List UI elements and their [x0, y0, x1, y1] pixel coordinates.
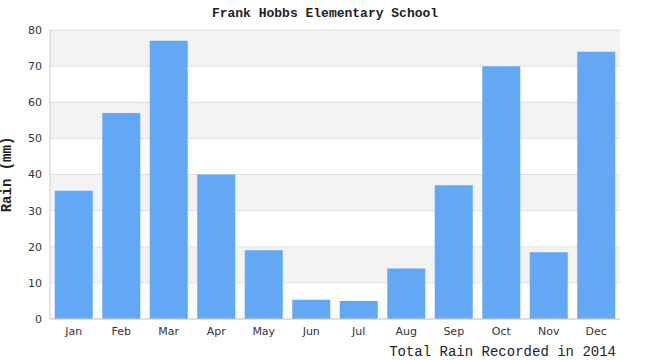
svg-text:Aug: Aug: [396, 325, 417, 338]
svg-text:Total Rain Recorded in 2014: Total Rain Recorded in 2014: [389, 344, 616, 360]
svg-text:Feb: Feb: [112, 325, 131, 338]
svg-text:May: May: [252, 325, 275, 338]
svg-text:Rain (mm): Rain (mm): [8, 137, 15, 213]
svg-text:50: 50: [28, 132, 42, 145]
svg-text:Nov: Nov: [538, 325, 560, 338]
svg-text:60: 60: [28, 96, 42, 109]
svg-text:Dec: Dec: [586, 325, 607, 338]
svg-text:Mar: Mar: [158, 325, 179, 338]
svg-text:0: 0: [35, 313, 42, 326]
svg-text:80: 80: [28, 24, 42, 37]
svg-text:20: 20: [28, 241, 42, 254]
svg-text:Jan: Jan: [64, 325, 82, 338]
svg-text:30: 30: [28, 205, 42, 218]
svg-text:40: 40: [28, 168, 42, 181]
svg-text:10: 10: [28, 277, 42, 290]
svg-text:Jun: Jun: [302, 325, 320, 338]
svg-text:Jul: Jul: [351, 325, 365, 338]
svg-text:70: 70: [28, 60, 42, 73]
html-text:Frank Hobbs Elementary School: Frank Hobbs Elementary School: [211, 6, 439, 21]
svg-text:Apr: Apr: [207, 325, 227, 338]
svg-text:Oct: Oct: [492, 325, 512, 338]
svg-text:Sep: Sep: [443, 325, 464, 338]
